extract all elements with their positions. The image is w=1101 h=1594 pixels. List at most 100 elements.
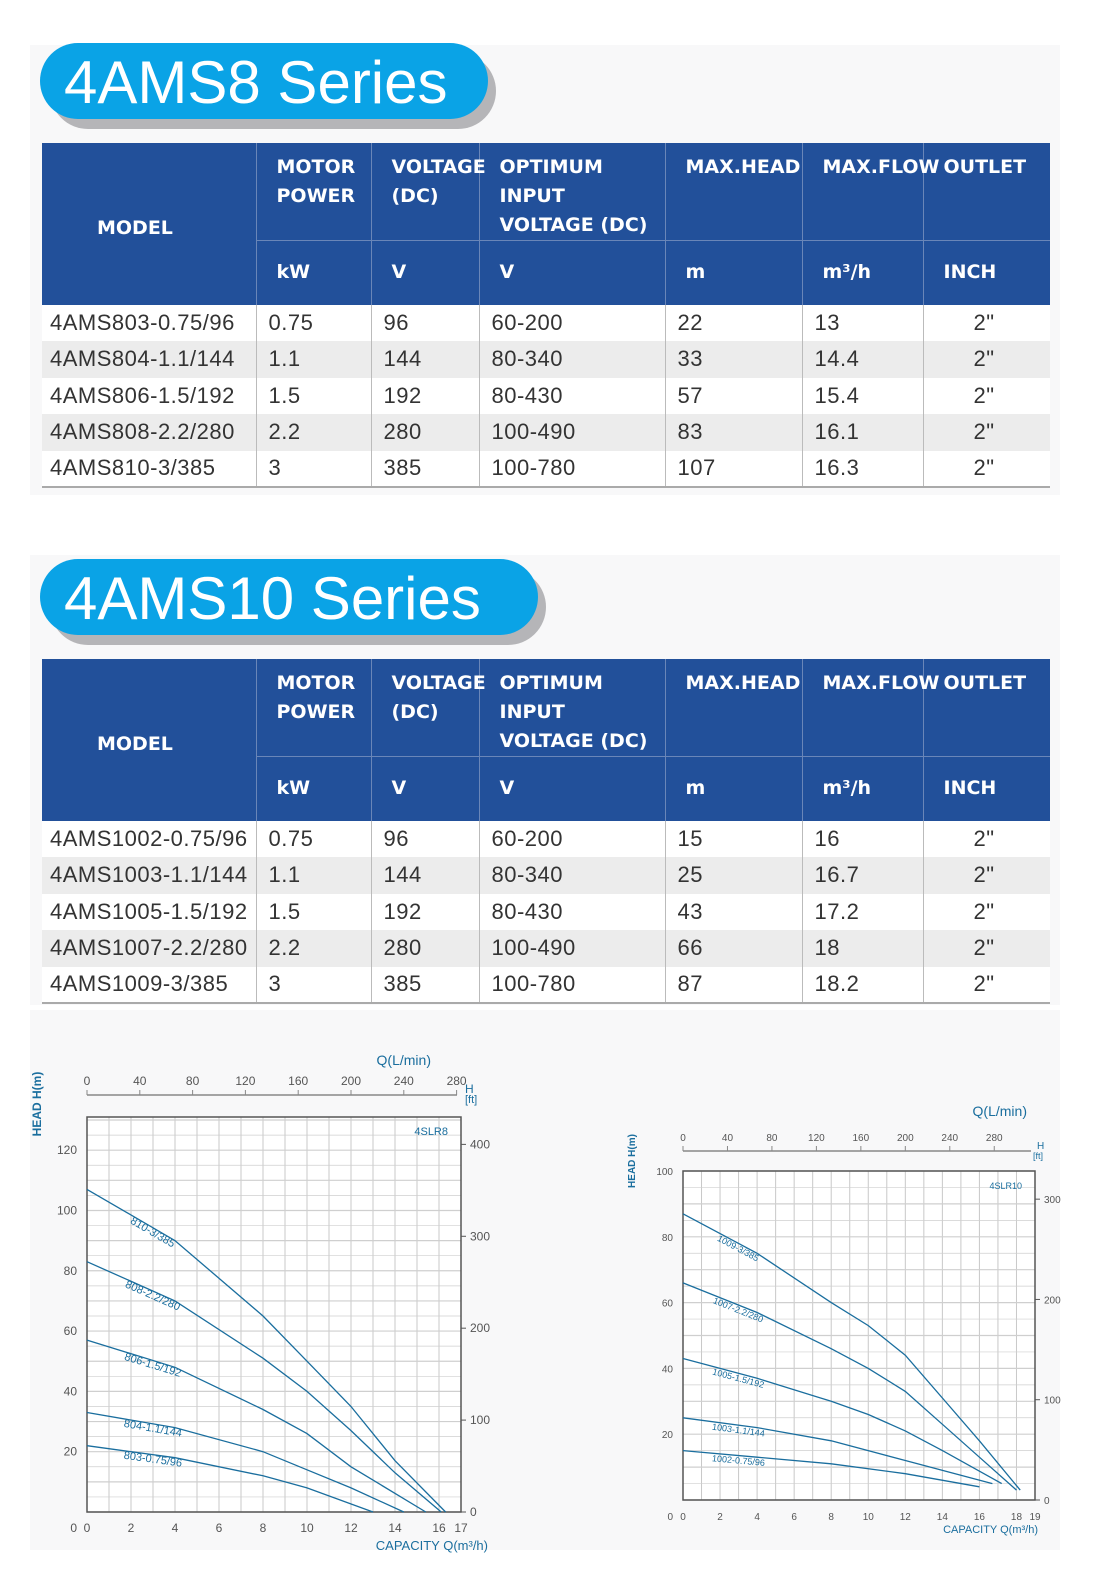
curve-label: 1002-0.75/96 [712, 1453, 766, 1468]
cell: 96 [370, 820, 479, 857]
chart-label: 4SLR10 [989, 1181, 1022, 1191]
y-tick-label: 40 [662, 1364, 674, 1375]
curve-810-3/385 [86, 1188, 447, 1513]
x-axis-title: CAPACITY Q(m³/h) [943, 1524, 1038, 1536]
right-axis-label: H [465, 1082, 474, 1096]
cell: 2" [922, 893, 1050, 930]
top-tick-label: 120 [808, 1133, 825, 1144]
top-tick-label: 0 [680, 1133, 686, 1144]
cell: 96 [370, 304, 479, 341]
right-tick-label: 200 [1044, 1295, 1061, 1306]
table-row: 4AMS804-1.1/144 1.1 144 80-340 33 14.4 2" [42, 341, 1050, 378]
cell: 80-430 [478, 377, 665, 414]
curve-1009-3/385 [682, 1213, 1021, 1491]
unit-motor-power: kW [255, 240, 371, 305]
table-row: 4AMS808-2.2/280 2.2 280 100-490 83 16.1 2" [42, 414, 1050, 451]
right-tick-label: 300 [470, 1229, 490, 1243]
cell: 100-780 [478, 966, 665, 1004]
table-row: 4AMS803-0.75/96 0.75 96 60-200 22 13 2" [42, 304, 1050, 341]
cell: 192 [370, 893, 479, 930]
spec-table-4ams10: MODEL MOTOR POWER VOLTAGE (DC) OPTIMUM INPU… [42, 659, 1050, 1004]
top-tick-label: 80 [186, 1074, 200, 1088]
col-outlet: OUTLET [922, 659, 1050, 757]
col-optimum: OPTIMUM INPUT VOLTAGE (DC) [478, 143, 665, 241]
x-axis-title: CAPACITY Q(m³/h) [376, 1538, 488, 1553]
curve-804-1.1/144 [86, 1411, 405, 1513]
col-motor-power: MOTOR POWER [255, 659, 371, 757]
cell: 2" [922, 930, 1050, 967]
plot-frame [682, 1170, 1036, 1501]
col-optimum: OPTIMUM INPUT VOLTAGE (DC) [478, 659, 665, 757]
unit-outlet: INCH [922, 240, 1050, 305]
cell: 0.75 [255, 304, 371, 341]
y-axis-title: HEAD H(m) [30, 1072, 44, 1137]
cell: 100-490 [478, 930, 665, 967]
cell: 100-490 [478, 414, 665, 451]
unit-max-flow: m³/h [801, 240, 923, 305]
plot-frame [86, 1116, 462, 1513]
x-tick-label: 2 [128, 1521, 135, 1535]
cell: 25 [664, 857, 802, 894]
cell: 16.3 [801, 450, 923, 488]
x-tick-label: 19 [1029, 1512, 1041, 1523]
y-tick-label: 100 [656, 1167, 673, 1178]
y-tick-label: 20 [64, 1445, 78, 1459]
y-tick-label: 80 [64, 1264, 78, 1278]
cell: 13 [801, 304, 923, 341]
right-tick-label: 0 [1044, 1496, 1050, 1507]
x-tick-label: 14 [937, 1512, 949, 1523]
x-tick-label: 10 [863, 1512, 875, 1523]
top-tick-label: 0 [84, 1074, 91, 1088]
cell: 1.5 [255, 377, 371, 414]
x-tick-label: 16 [432, 1521, 446, 1535]
x-tick-label: 4 [754, 1512, 760, 1523]
y-tick-label: 120 [57, 1143, 77, 1157]
cell: 385 [370, 450, 479, 488]
cell: 107 [664, 450, 802, 488]
cell: 280 [370, 930, 479, 967]
curve-1003-1.1/144 [682, 1417, 993, 1485]
cell: 80-340 [478, 857, 665, 894]
table-row: 4AMS1007-2.2/280 2.2 280 100-490 66 18 2" [42, 930, 1050, 967]
cell: 280 [370, 414, 479, 451]
cell: 2" [922, 450, 1050, 488]
cell: 18 [801, 930, 923, 967]
right-axis-unit: [ft] [465, 1094, 477, 1106]
x-tick-label: 0 [680, 1512, 686, 1523]
cell: 144 [370, 341, 479, 378]
cell: 4AMS803-0.75/96 [42, 304, 256, 341]
curve-808-2.2/280 [86, 1261, 442, 1513]
x-tick-label: 16 [974, 1512, 986, 1523]
y-tick-label: 0 [70, 1521, 77, 1535]
top-axis-title: Q(L/min) [377, 1052, 431, 1068]
unit-voltage: V [370, 756, 479, 821]
cell: 100-780 [478, 450, 665, 488]
unit-max-head: m [664, 240, 802, 305]
cell: 0.75 [255, 820, 371, 857]
cell: 1.1 [255, 341, 371, 378]
right-tick-label: 300 [1044, 1195, 1061, 1206]
cell: 4AMS1003-1.1/144 [42, 857, 256, 894]
table-row: 4AMS1009-3/385 3 385 100-780 87 18.2 2" [42, 966, 1050, 1004]
cell: 4AMS808-2.2/280 [42, 414, 256, 451]
top-tick-label: 80 [766, 1133, 778, 1144]
x-tick-label: 6 [791, 1512, 797, 1523]
right-tick-label: 200 [470, 1321, 490, 1335]
col-max-flow: MAX.FLOW [801, 659, 940, 757]
cell: 2.2 [255, 930, 371, 967]
x-tick-label: 8 [260, 1521, 267, 1535]
spec-table-4ams8: MODEL MOTOR POWER VOLTAGE (DC) OPTIMUM INPU… [42, 143, 1050, 488]
cell: 385 [370, 966, 479, 1004]
cell: 60-200 [478, 820, 665, 857]
col-model: MODEL [42, 143, 256, 305]
table-row: 4AMS1003-1.1/144 1.1 144 80-340 25 16.7 2" [42, 857, 1050, 894]
col-voltage: VOLTAGE (DC) [370, 659, 486, 757]
cell: 2" [922, 377, 1050, 414]
x-tick-label: 2 [717, 1512, 723, 1523]
x-tick-label: 12 [900, 1512, 912, 1523]
y-tick-label: 40 [64, 1384, 78, 1398]
cell: 144 [370, 857, 479, 894]
top-tick-label: 160 [853, 1133, 870, 1144]
x-tick-label: 10 [300, 1521, 314, 1535]
